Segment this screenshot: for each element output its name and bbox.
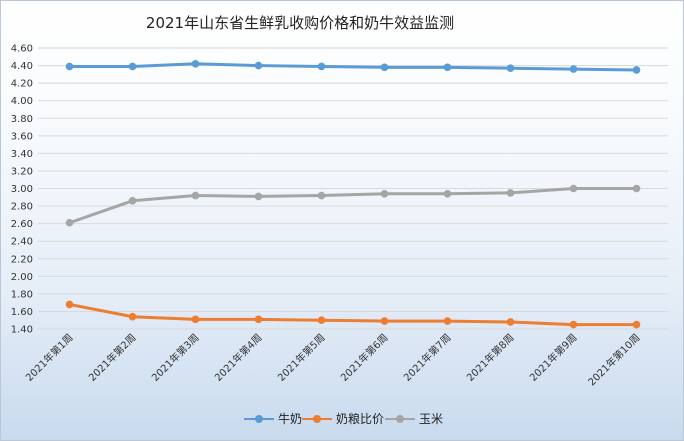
- x-tick-label: 2021年第10周: [585, 331, 642, 388]
- x-tick-label: 2021年第4周: [212, 331, 265, 384]
- data-point: [191, 191, 200, 200]
- data-point: [380, 189, 389, 198]
- legend-marker: [385, 414, 415, 424]
- data-point: [380, 317, 389, 325]
- data-point: [254, 315, 263, 324]
- y-tick-label: 1.80: [11, 289, 33, 300]
- data-point: [191, 60, 200, 68]
- y-tick-label: 4.40: [11, 61, 33, 72]
- chart-title: 2021年山东省生鲜乳收购价格和奶牛效益监测: [145, 14, 455, 32]
- y-tick-label: 3.20: [11, 166, 33, 177]
- data-point: [65, 62, 74, 71]
- data-point: [191, 315, 200, 324]
- x-tick-label: 2021年第9周: [527, 331, 580, 384]
- data-point: [65, 218, 74, 227]
- y-tick-label: 3.00: [11, 184, 33, 195]
- y-tick-label: 2.20: [11, 254, 33, 265]
- data-point: [380, 63, 389, 72]
- x-tick-label: 2021年第7周: [401, 331, 454, 384]
- data-point: [506, 318, 515, 326]
- y-tick-label: 3.60: [11, 131, 33, 142]
- data-point: [506, 64, 515, 72]
- data-point: [317, 316, 326, 325]
- y-tick-label: 2.80: [11, 202, 33, 213]
- legend-marker: [302, 414, 332, 424]
- x-tick-label: 2021年第5周: [275, 331, 328, 384]
- data-point: [632, 320, 641, 329]
- data-point: [128, 62, 137, 71]
- x-tick-label: 2021年第3周: [149, 331, 202, 384]
- x-tick-label: 2021年第1周: [23, 331, 76, 384]
- y-tick-label: 1.40: [11, 325, 33, 336]
- chart-legend: 牛奶 奶粮比价 玉米: [0, 410, 684, 430]
- legend-label: 牛奶: [278, 412, 303, 426]
- series-line: [68, 302, 638, 327]
- y-tick-label: 1.60: [11, 307, 33, 318]
- data-point: [569, 320, 578, 329]
- y-tick-label: 2.00: [11, 272, 33, 283]
- data-point: [128, 196, 137, 205]
- x-tick-label: 2021年第8周: [464, 331, 517, 384]
- data-point: [254, 61, 263, 70]
- legend-item: 奶粮比价: [302, 410, 384, 427]
- data-point: [632, 66, 641, 74]
- data-point: [443, 189, 452, 198]
- data-point: [317, 191, 326, 200]
- y-tick-label: 4.60: [11, 44, 33, 55]
- data-point: [128, 312, 137, 321]
- y-tick-label: 2.40: [11, 237, 33, 248]
- legend-marker: [244, 414, 274, 424]
- data-point: [632, 184, 641, 193]
- data-point: [254, 192, 263, 201]
- legend-label: 玉米: [419, 412, 444, 426]
- y-tick-label: 2.60: [11, 219, 33, 230]
- data-point: [443, 63, 452, 72]
- legend-item: 牛奶: [244, 410, 302, 427]
- data-point: [65, 300, 74, 309]
- y-tick-label: 4.20: [11, 79, 33, 90]
- data-point: [317, 62, 326, 71]
- x-tick-label: 2021年第6周: [338, 331, 391, 384]
- data-point: [443, 317, 452, 325]
- y-tick-label: 3.40: [11, 149, 33, 160]
- series-line: [68, 187, 638, 225]
- data-point: [506, 189, 515, 197]
- series-line: [68, 62, 638, 72]
- data-point: [569, 65, 578, 73]
- legend-item: 玉米: [385, 410, 443, 427]
- data-point: [569, 184, 578, 193]
- legend-label: 奶粮比价: [336, 412, 385, 426]
- y-tick-label: 3.80: [11, 114, 33, 125]
- y-tick-label: 4.00: [11, 96, 33, 107]
- x-tick-label: 2021年第2周: [86, 331, 139, 384]
